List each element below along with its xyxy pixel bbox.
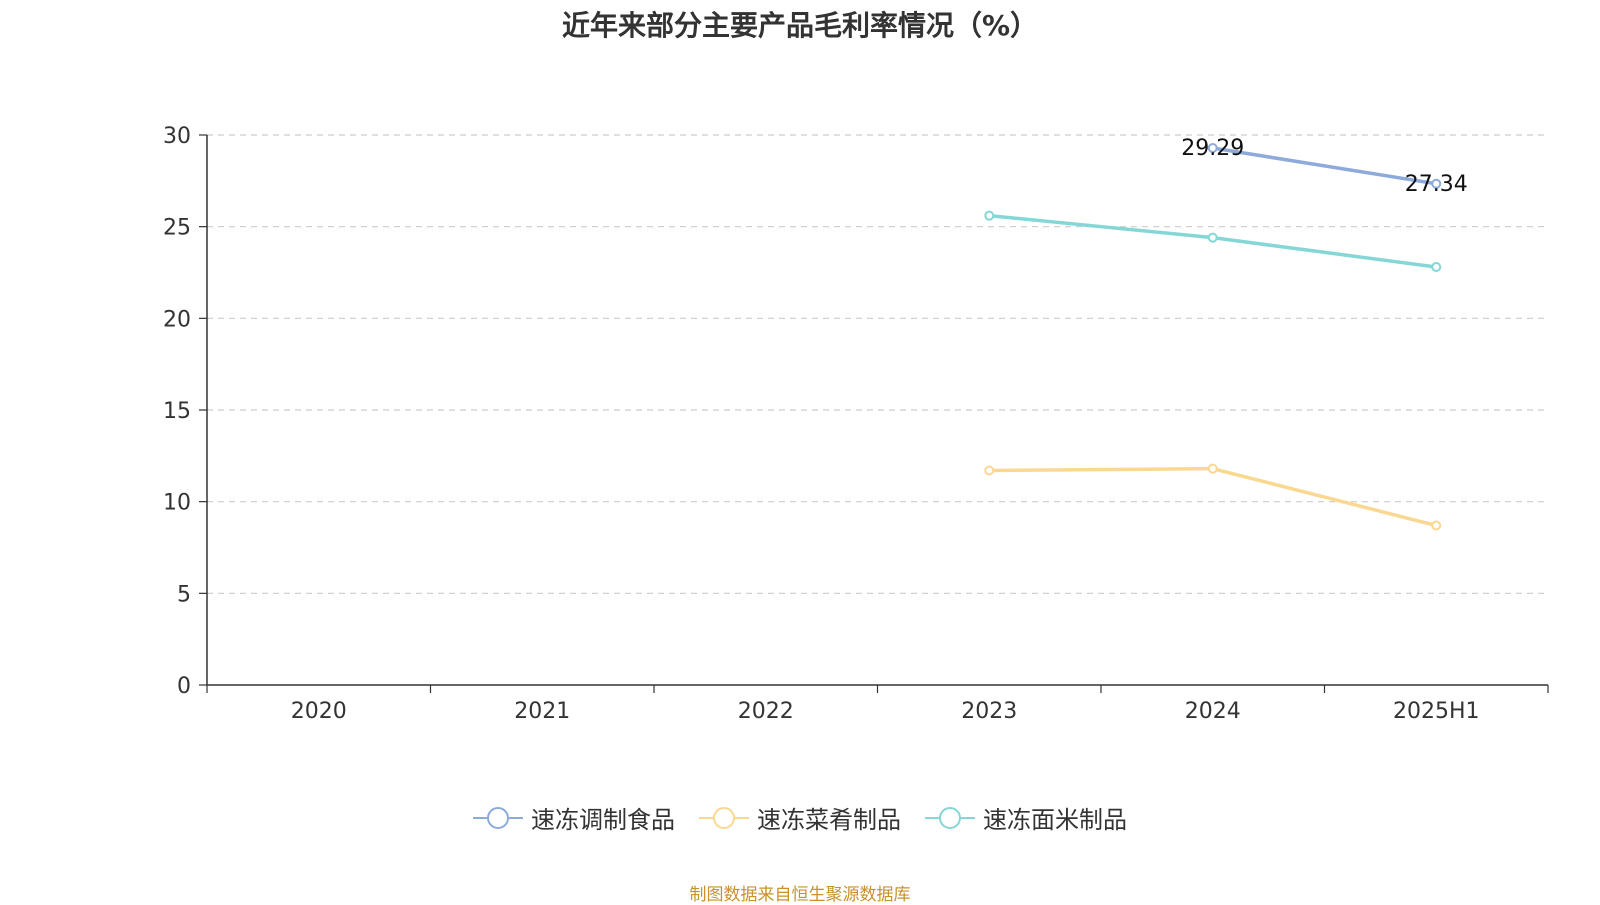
data-label: 27.34: [1405, 172, 1468, 197]
y-tick-label: 0: [177, 674, 191, 699]
x-tick-label: 2025H1: [1393, 699, 1480, 724]
data-point: [1431, 520, 1442, 531]
y-tick-label: 10: [163, 491, 191, 516]
legend-item[interactable]: 速冻面米制品: [925, 800, 1127, 835]
x-tick-label: 2023: [961, 699, 1017, 724]
legend-item[interactable]: 速冻菜肴制品: [699, 800, 901, 835]
y-tick-label: 20: [163, 307, 191, 332]
series-line-1: [1212, 146, 1437, 186]
data-label: 29.29: [1181, 136, 1244, 161]
x-tick-label: 2021: [514, 699, 570, 724]
legend-marker-icon: [699, 806, 749, 829]
legend-label: 速冻面米制品: [983, 806, 1127, 834]
data-point: [984, 465, 995, 476]
legend-label: 速冻菜肴制品: [757, 806, 901, 834]
data-point: [1431, 262, 1442, 272]
y-tick-label: 30: [163, 124, 191, 149]
legend-label: 速冻调制食品: [531, 806, 675, 834]
x-tick-label: 2020: [291, 699, 347, 724]
y-tick-label: 15: [163, 399, 191, 424]
data-point: [1207, 463, 1218, 474]
data-point: [1431, 178, 1442, 189]
y-tick-label: 5: [177, 582, 191, 607]
series-line-2: [989, 466, 1437, 528]
source-note: 制图数据来自恒生聚源数据库: [689, 885, 911, 905]
data-point: [1207, 232, 1218, 243]
line-chart: 0 5 10 15 20 25 30 2020 2021 2022 2023 2024 2025H1 29…: [163, 124, 1549, 724]
x-tick-label: 2024: [1185, 699, 1241, 724]
legend-marker-icon: [473, 806, 523, 829]
chart-legend: 速冻调制食品 速冻菜肴制品 速冻面米制品: [0, 800, 1600, 835]
x-tick-label: 2022: [738, 699, 794, 724]
legend-item[interactable]: 速冻调制食品: [473, 800, 675, 835]
legend-marker-icon: [925, 806, 975, 829]
data-point: [984, 210, 995, 221]
data-point: [1207, 143, 1218, 154]
y-tick-label: 25: [163, 216, 191, 241]
chart-title: 近年来部分主要产品毛利率情况（%）: [561, 9, 1039, 42]
